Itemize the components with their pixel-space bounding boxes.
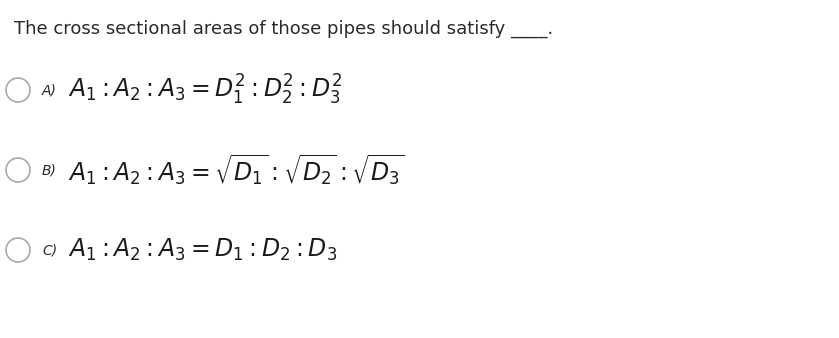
Text: A): A) — [42, 83, 57, 97]
Text: B): B) — [42, 163, 57, 177]
Text: C): C) — [42, 243, 57, 257]
Text: $A_1 : A_2 : A_3 = D_1^2 : D_2^2 : D_3^2$: $A_1 : A_2 : A_3 = D_1^2 : D_2^2 : D_3^2… — [68, 73, 342, 107]
Text: $A_1 : A_2 : A_3 = \sqrt{D_1} : \sqrt{D_2} : \sqrt{D_3}$: $A_1 : A_2 : A_3 = \sqrt{D_1} : \sqrt{D_… — [68, 152, 405, 188]
Text: $A_1 : A_2 : A_3 = D_1 : D_2 : D_3$: $A_1 : A_2 : A_3 = D_1 : D_2 : D_3$ — [68, 237, 337, 263]
Text: The cross sectional areas of those pipes should satisfy ____.: The cross sectional areas of those pipes… — [14, 20, 553, 38]
